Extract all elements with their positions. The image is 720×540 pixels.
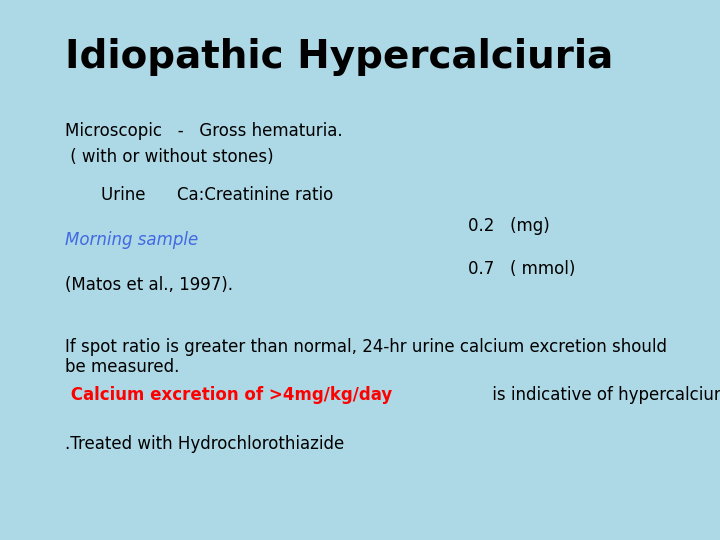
Text: .Treated with Hydrochlorothiazide: .Treated with Hydrochlorothiazide: [65, 435, 344, 453]
Text: If spot ratio is greater than normal, 24-hr urine calcium excretion should
be me: If spot ratio is greater than normal, 24…: [65, 338, 667, 376]
Text: Morning sample: Morning sample: [65, 231, 198, 249]
Text: Calcium excretion of >4mg/kg/day: Calcium excretion of >4mg/kg/day: [65, 386, 392, 404]
Text: Urine      Ca:Creatinine ratio: Urine Ca:Creatinine ratio: [101, 186, 333, 204]
Text: ( with or without stones): ( with or without stones): [65, 148, 274, 166]
Text: (Matos et al., 1997).: (Matos et al., 1997).: [65, 276, 233, 294]
Text: 0.2   (mg): 0.2 (mg): [468, 217, 550, 235]
Text: 0.7   ( mmol): 0.7 ( mmol): [468, 260, 575, 278]
Text: Idiopathic Hypercalciuria: Idiopathic Hypercalciuria: [65, 38, 613, 76]
Text: Microscopic   -   Gross hematuria.: Microscopic - Gross hematuria.: [65, 122, 343, 139]
Text: is indicative of hypercalciuria: is indicative of hypercalciuria: [487, 386, 720, 404]
